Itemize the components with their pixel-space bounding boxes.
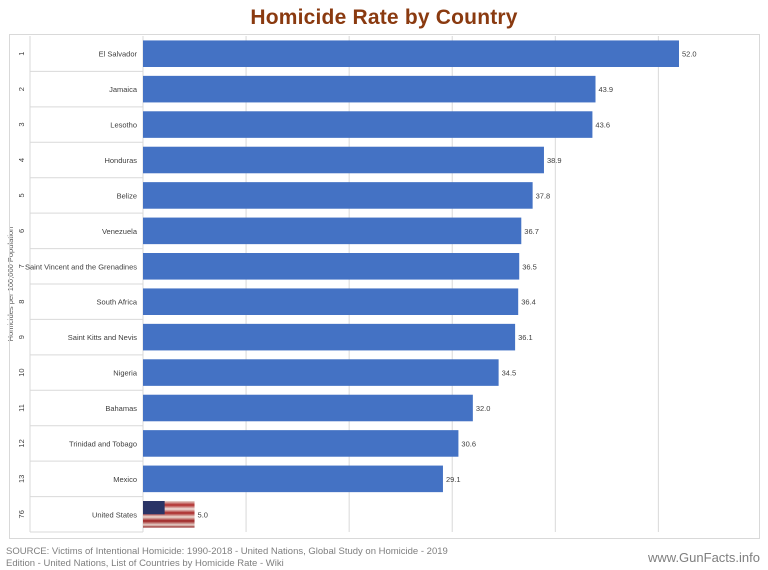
rank-label: 11 [17,404,26,412]
bar [143,182,533,209]
category-label: Honduras [104,156,137,165]
bar [143,146,544,174]
rank-label: 2 [17,87,26,91]
united-states-flag-bar [143,501,195,528]
data-label: 34.5 [502,369,517,378]
data-label: 52.0 [682,50,697,59]
flag-canton [143,501,165,515]
category-label: Mexico [113,475,137,484]
bar [143,253,520,280]
category-label: Saint Vincent and the Grenadines [25,262,137,271]
data-label: 29.1 [446,475,461,484]
bar [143,111,593,138]
bar [143,394,473,422]
bar [143,430,459,457]
rank-label: 8 [17,300,26,304]
category-label: Jamaica [109,85,138,94]
bar [143,40,679,67]
brand-watermark: www.GunFacts.info [648,550,760,565]
category-label: South Africa [97,298,138,307]
data-label: 30.6 [461,439,476,448]
data-label: 43.9 [599,85,614,94]
data-label: 32.0 [476,404,491,413]
rank-label: 4 [17,158,26,162]
bar [143,75,596,103]
category-label: Belize [117,191,137,200]
rank-label: 7 [17,264,26,268]
rank-label: 12 [17,439,26,447]
category-label: El Salvador [99,50,138,59]
rank-label: 10 [17,368,26,376]
category-label: Nigeria [113,369,138,378]
data-label: 38.9 [547,156,562,165]
data-label: 43.6 [595,121,610,130]
source-note: SOURCE: Victims of Intentional Homicide:… [6,546,448,569]
data-label: 37.8 [536,191,551,200]
data-label: 36.4 [521,298,536,307]
chart-title: Homicide Rate by Country [250,6,518,29]
rank-label: 1 [17,52,26,56]
rank-label: 9 [17,335,26,339]
data-label: 36.5 [522,262,537,271]
chart-frame [9,34,760,539]
bar [143,359,499,386]
rank-label: 76 [17,510,26,518]
bar [143,323,516,351]
y-axis-title: Homicides per 100,000 Population [6,227,15,342]
rank-label: 13 [17,475,26,483]
category-label: United States [92,510,137,519]
category-label: Venezuela [102,227,138,236]
category-label: Trinidad and Tobago [69,439,137,448]
rank-label: 6 [17,229,26,233]
data-label: 36.1 [518,333,533,342]
bar [143,217,522,245]
category-label: Lesotho [110,121,137,130]
category-label: Saint Kitts and Nevis [68,333,137,342]
data-label: 36.7 [524,227,539,236]
bar [143,465,443,493]
bar [143,288,519,315]
rank-label: 5 [17,193,26,197]
data-label: 5.0 [198,510,208,519]
category-label: Bahamas [105,404,137,413]
homicide-bar-chart: Homicides per 100,000 Population 1 El Salv… [6,36,697,533]
rank-label: 3 [17,122,26,126]
